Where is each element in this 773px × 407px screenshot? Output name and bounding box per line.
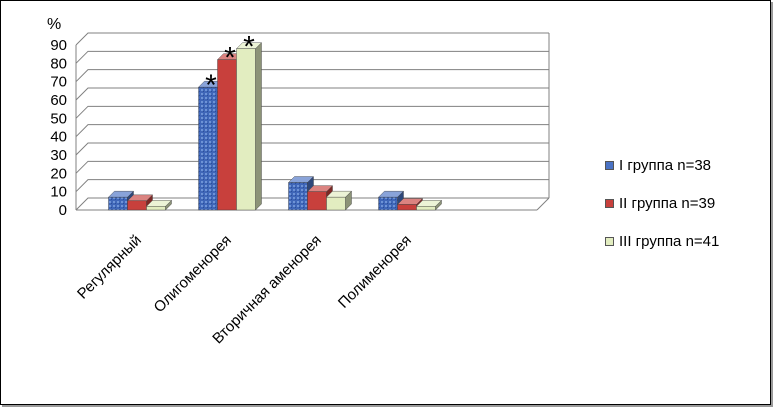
bars	[108, 42, 442, 211]
bar-front	[236, 48, 256, 211]
y-tick-label: 80	[50, 55, 67, 72]
bar	[326, 190, 352, 211]
bar-front	[146, 206, 166, 211]
gridline	[75, 32, 549, 46]
bar-front	[108, 196, 128, 211]
legend-label-group-2: II группа n=39	[619, 194, 716, 212]
gridline	[75, 142, 549, 156]
bar-front	[416, 206, 436, 211]
bar-front	[397, 204, 417, 211]
legend: I группа n=38 II группа n=39 III группа …	[605, 155, 719, 269]
y-tick-label: 70	[50, 74, 67, 91]
legend-item-group-2: II группа n=39	[605, 193, 719, 213]
y-tick-label: 20	[50, 165, 67, 182]
bar-front	[217, 59, 237, 211]
significance-markers: ** *	[205, 31, 255, 102]
y-tick-label: 30	[50, 147, 67, 164]
legend-label-group-1: I группа n=38	[619, 156, 712, 174]
y-axis-unit-label: %	[47, 16, 61, 33]
y-tick-label: 0	[59, 202, 67, 219]
gridline	[75, 69, 549, 83]
bar-side	[255, 42, 262, 211]
y-tick-label: 60	[50, 92, 67, 109]
gridline	[75, 179, 549, 193]
bar	[146, 199, 172, 211]
floor-side-edge	[536, 197, 550, 211]
bar-front	[378, 196, 398, 211]
gridline	[75, 124, 549, 138]
x-category-label: Олигоменорея	[151, 232, 235, 316]
bar-front	[198, 86, 218, 211]
x-category-label: Регулярный	[74, 232, 145, 303]
gridline	[75, 50, 549, 64]
bar-front	[307, 191, 327, 211]
bar-front	[288, 182, 308, 211]
legend-swatch-group-2	[605, 198, 614, 208]
significance-asterisk: *	[205, 69, 217, 102]
legend-label-group-3: III группа n=41	[619, 232, 720, 250]
x-category-label: Полименорея	[335, 232, 415, 312]
gridline	[75, 105, 549, 119]
gridline	[75, 160, 549, 174]
y-tick-label: 40	[50, 129, 67, 146]
legend-swatch-group-1	[605, 160, 614, 170]
y-tick-label: 10	[50, 184, 67, 201]
significance-asterisk: *	[243, 31, 255, 64]
legend-item-group-1: I группа n=38	[605, 155, 719, 175]
gridline	[75, 87, 549, 101]
bar	[236, 42, 262, 211]
bar-front	[127, 200, 147, 211]
y-tick-label: 90	[50, 37, 67, 54]
bar-front	[326, 196, 346, 211]
bar	[416, 199, 442, 211]
legend-item-group-3: III группа n=41	[605, 231, 719, 251]
significance-asterisk: *	[224, 42, 236, 75]
legend-swatch-group-3	[605, 236, 614, 246]
y-tick-label: 50	[50, 110, 67, 127]
